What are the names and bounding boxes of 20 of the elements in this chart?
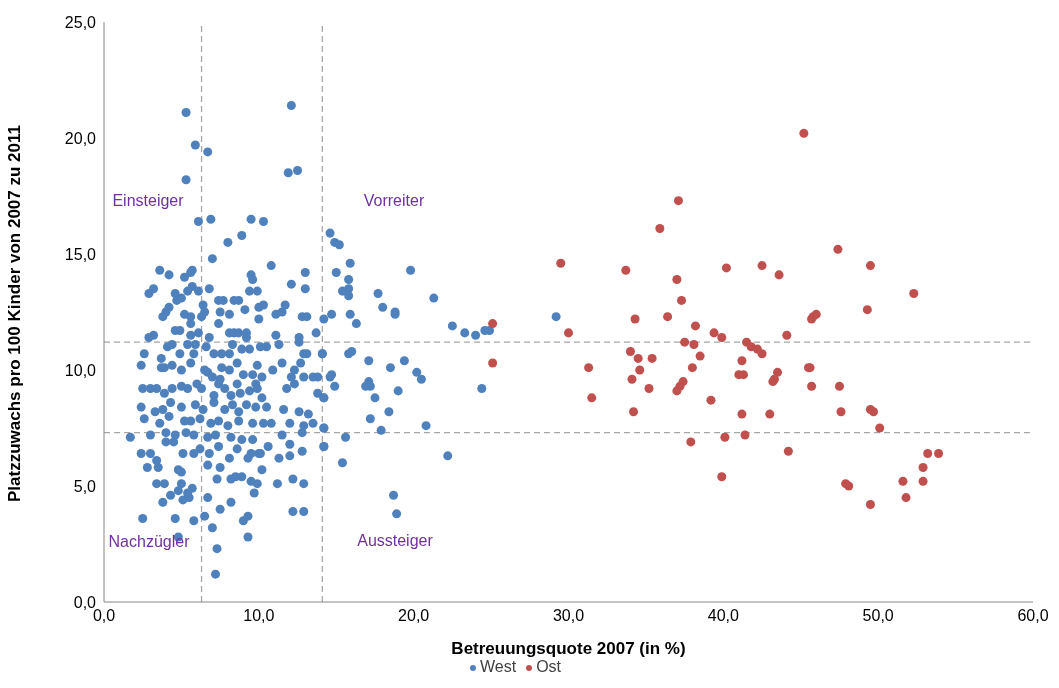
annotation: Nachzügler xyxy=(108,533,190,551)
x-tick-label: 30,0 xyxy=(552,607,585,625)
y-tick-label: 5,0 xyxy=(73,477,97,495)
x-tick-label: 20,0 xyxy=(398,607,430,625)
annotation: Aussteiger xyxy=(357,532,433,550)
legend-label: Ost xyxy=(536,658,562,675)
legend-label: West xyxy=(479,658,517,675)
y-tick-label: 10,0 xyxy=(64,361,97,379)
x-tick-label: 40,0 xyxy=(707,607,740,625)
x-tick-label: 60,0 xyxy=(1017,607,1049,625)
x-axis-title: Betreuungsquote 2007 (in %) xyxy=(451,639,686,658)
y-tick-label: 15,0 xyxy=(64,245,97,263)
x-tick-label: 50,0 xyxy=(862,607,894,625)
y-tick-label: 20,0 xyxy=(64,129,97,147)
annotation: Einsteiger xyxy=(112,192,184,210)
y-tick-label: 25,0 xyxy=(64,13,97,31)
x-tick-label: 10,0 xyxy=(243,607,275,625)
annotation: Vorreiter xyxy=(363,192,425,210)
x-tick-label: 0,0 xyxy=(92,607,116,625)
y-axis-title: Platzzuwachs pro 100 Kinder von 2007 zu 2011 xyxy=(5,125,25,502)
